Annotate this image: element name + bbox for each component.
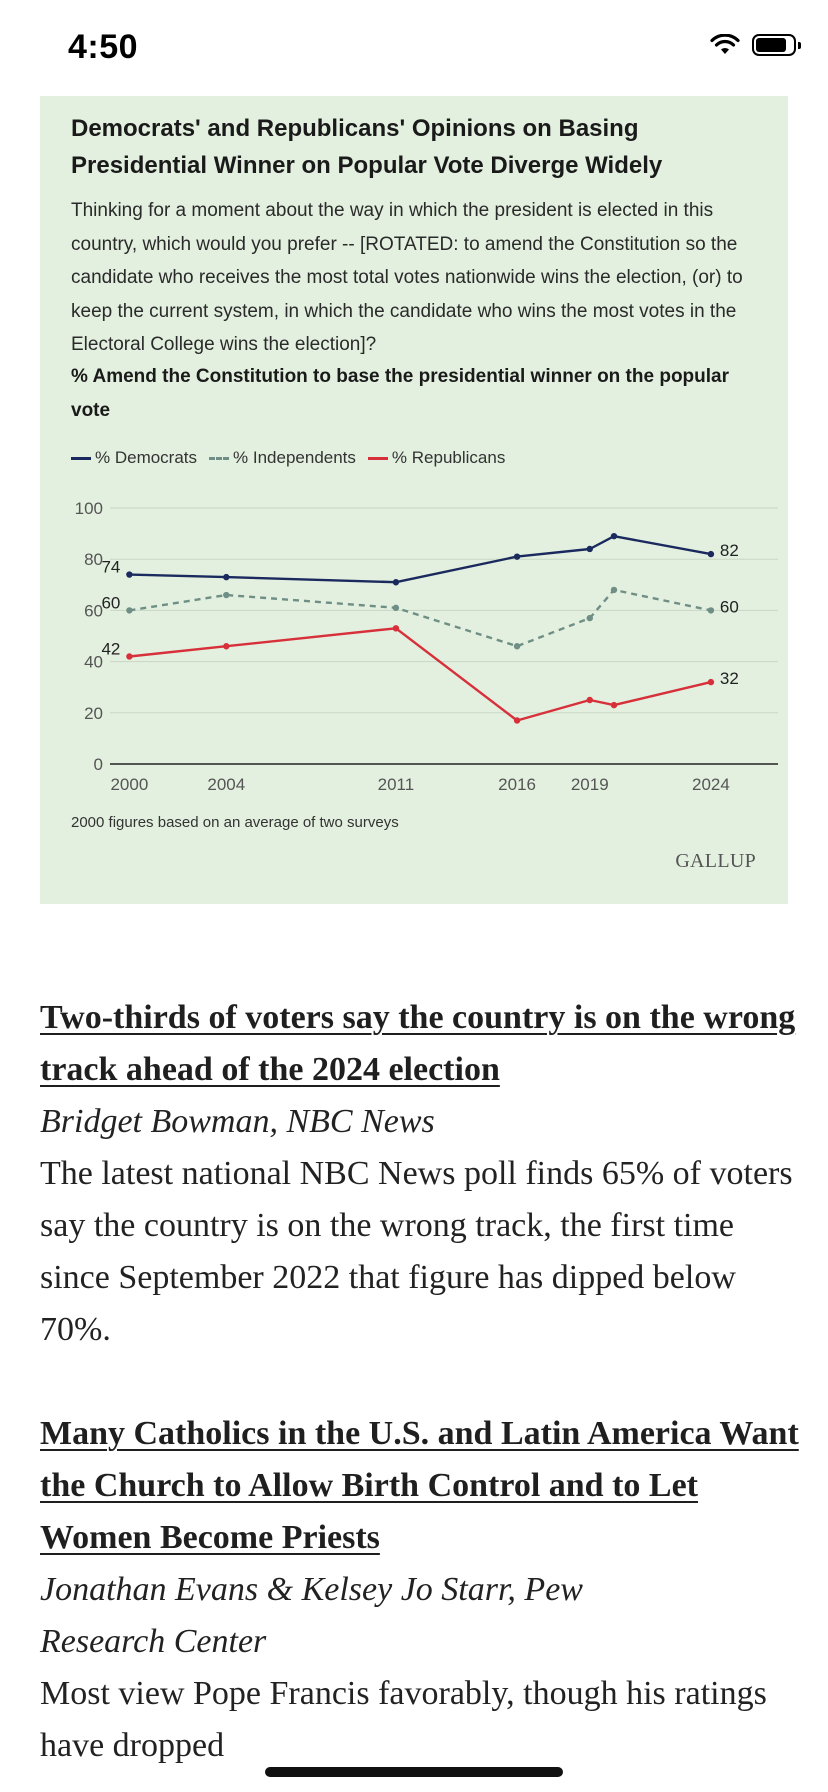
data-point-2-1 [223, 643, 230, 650]
start-label-0: 74 [101, 558, 120, 577]
article-1-author: Bridget Bowman, NBC News [40, 1103, 435, 1140]
chart-subtitle: % Amend the Constitution to base the pre… [71, 366, 729, 421]
y-tick-label-80: 80 [84, 550, 103, 569]
data-point-0-4 [586, 545, 593, 553]
y-tick-label-0: 0 [94, 755, 103, 774]
data-point-1-0 [126, 607, 133, 614]
data-point-0-3 [513, 553, 521, 560]
article-2-body: Most view Pope Francis favorably, though… [40, 1675, 767, 1764]
series-line-2 [129, 627, 712, 722]
series-line-1 [129, 588, 712, 648]
y-tick-label-60: 60 [84, 601, 103, 620]
data-point-1-6 [707, 607, 715, 614]
legend-label-democrats: % Democrats [95, 448, 198, 467]
x-tick-label-2011: 2011 [378, 775, 415, 794]
data-point-2-2 [392, 625, 400, 632]
x-tick-label-2016: 2016 [498, 775, 536, 794]
chart-legend: % Democrats % Independents % Republicans [71, 448, 505, 468]
article-2-author: Jonathan Evans & Kelsey Jo Starr, Pew Re… [40, 1571, 583, 1660]
chart-question: Thinking for a moment about the way in w… [71, 200, 743, 355]
start-label-1: 60 [101, 593, 120, 612]
chart-card: Democrats' and Republicans' Opinions on … [40, 96, 788, 904]
status-bar: 4:50 [0, 0, 828, 96]
data-point-2-6 [707, 678, 715, 686]
chart-note: 2000 figures based on an average of two … [71, 814, 399, 831]
article-1: Two-thirds of voters say the country is … [40, 992, 800, 1356]
battery-icon [752, 34, 801, 56]
data-point-2-5 [610, 701, 618, 709]
x-tick-label-2024: 2024 [692, 775, 730, 794]
gallup-logo: GALLUP [675, 850, 756, 872]
x-tick-label-2000: 2000 [110, 775, 148, 794]
legend-swatch-independents [209, 456, 230, 460]
end-label-0: 82 [720, 541, 739, 560]
data-point-0-0 [126, 571, 133, 578]
status-icons [710, 34, 801, 56]
data-point-0-1 [223, 573, 230, 581]
data-point-2-3 [513, 717, 521, 724]
x-tick-label-2019: 2019 [571, 775, 609, 794]
line-chart: 0 20 40 60 80 100 2000 2004 2011 2016 2019 2024 74 82… [75, 499, 778, 794]
legend-label-independents: % Independents [233, 448, 356, 467]
wifi-icon [710, 34, 740, 54]
article-1-title-link[interactable]: Two-thirds of voters say the country is … [40, 999, 796, 1088]
data-point-1-5 [610, 586, 618, 594]
data-point-1-3 [513, 643, 521, 650]
article-2: Many Catholics in the U.S. and Latin Ame… [40, 1408, 800, 1772]
y-tick-label-100: 100 [75, 499, 103, 518]
x-tick-label-2004: 2004 [207, 775, 245, 794]
data-point-1-1 [223, 591, 230, 599]
data-point-1-4 [586, 614, 593, 622]
y-tick-label-40: 40 [84, 653, 103, 672]
legend-label-republicans: % Republicans [391, 448, 506, 467]
status-time: 4:50 [68, 28, 139, 66]
data-point-0-5 [610, 532, 618, 540]
legend-item-republicans: % Republicans [367, 448, 506, 468]
article-2-title-link[interactable]: Many Catholics in the U.S. and Latin Ame… [40, 1415, 799, 1556]
legend-swatch-republicans [367, 456, 388, 460]
end-label-2: 32 [720, 669, 739, 688]
chart-title: Democrats' and Republicans' Opinions on … [71, 115, 663, 179]
legend-swatch-democrats [71, 456, 91, 460]
y-tick-label-20: 20 [84, 704, 103, 723]
home-indicator[interactable] [265, 1767, 563, 1777]
legend-item-independents: % Independents [209, 448, 356, 468]
data-point-2-0 [126, 653, 133, 660]
data-point-1-2 [392, 604, 400, 612]
data-point-0-2 [392, 579, 400, 586]
legend-item-democrats: % Democrats [71, 448, 197, 468]
article-1-body: The latest national NBC News poll finds … [40, 1155, 793, 1348]
start-label-2: 42 [101, 639, 120, 658]
end-label-1: 60 [720, 597, 739, 616]
data-point-2-4 [586, 696, 593, 704]
data-point-0-6 [707, 550, 715, 558]
